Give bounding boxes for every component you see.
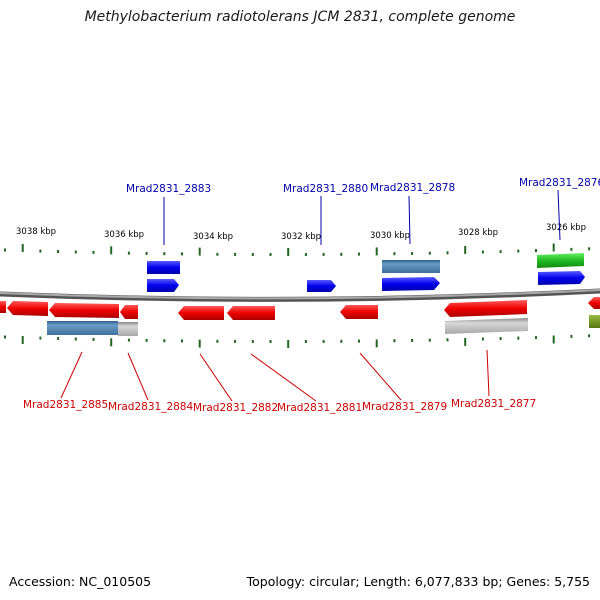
label-leader-line	[359, 352, 402, 401]
genome-backbone-highlight	[0, 289, 600, 300]
gene-feature[interactable]	[0, 301, 6, 313]
scale-label: 3034 kbp	[193, 232, 233, 242]
gene-label-reverse[interactable]: Mrad2831_2882	[193, 402, 278, 414]
gene-label-reverse[interactable]: Mrad2831_2884	[108, 401, 193, 413]
gene-feature[interactable]	[588, 297, 600, 309]
forward-gene-labels: Mrad2831_2883 Mrad2831_2880 Mrad2831_287…	[126, 177, 600, 245]
gene-feature[interactable]	[538, 271, 585, 285]
map-title: Methylobacterium radiotolerans JCM 2831,…	[84, 9, 516, 25]
scale-label: 3026 kbp	[546, 223, 586, 233]
gene-label-forward[interactable]: Mrad2831_2876	[519, 177, 600, 189]
scale-ticks-inner	[4, 334, 591, 348]
label-leader-line	[408, 195, 411, 245]
label-leader-line	[60, 351, 83, 399]
gene-feature[interactable]	[147, 279, 179, 292]
gene-label-reverse[interactable]: Mrad2831_2885	[23, 399, 108, 411]
gene-feature[interactable]	[120, 305, 138, 319]
cds-feature[interactable]	[118, 322, 138, 336]
forward-strand-track	[147, 253, 585, 292]
cds-feature[interactable]	[445, 318, 528, 334]
gene-label-reverse[interactable]: Mrad2831_2881	[277, 402, 362, 414]
label-leader-line	[199, 353, 233, 402]
cds-feature[interactable]	[47, 321, 118, 335]
gene-label-forward[interactable]: Mrad2831_2880	[283, 183, 368, 195]
label-leader-line	[486, 349, 490, 397]
gene-feature[interactable]	[444, 300, 527, 317]
label-leader-line	[250, 353, 317, 402]
scale-labels: 3038 kbp 3036 kbp 3034 kbp 3032 kbp 3030…	[16, 223, 586, 242]
scale-ticks-outer	[4, 243, 591, 256]
reverse-gene-labels: Mrad2831_2885 Mrad2831_2884 Mrad2831_288…	[23, 349, 536, 414]
label-leader-line	[127, 352, 149, 401]
gene-label-forward[interactable]: Mrad2831_2878	[370, 182, 455, 194]
misc-feature[interactable]	[589, 315, 600, 328]
gene-label-reverse[interactable]: Mrad2831_2879	[362, 401, 447, 413]
gene-feature[interactable]	[382, 277, 440, 291]
gene-feature[interactable]	[7, 301, 48, 316]
label-leader-line	[557, 189, 561, 241]
reverse-strand-track	[0, 297, 600, 336]
gene-feature[interactable]	[307, 280, 336, 292]
gene-feature[interactable]	[178, 306, 224, 320]
cds-feature[interactable]	[382, 260, 440, 273]
scale-label: 3030 kbp	[370, 231, 410, 241]
genome-stats-text: Topology: circular; Length: 6,077,833 bp…	[246, 574, 590, 589]
rna-feature[interactable]	[537, 253, 584, 268]
gene-label-forward[interactable]: Mrad2831_2883	[126, 183, 211, 195]
gene-feature[interactable]	[49, 303, 119, 318]
scale-label: 3028 kbp	[458, 228, 498, 238]
accession-text: Accession: NC_010505	[9, 574, 152, 589]
scale-label: 3036 kbp	[104, 230, 144, 240]
scale-label: 3032 kbp	[281, 232, 321, 242]
gene-label-reverse[interactable]: Mrad2831_2877	[451, 398, 536, 410]
gene-feature[interactable]	[340, 305, 378, 319]
gene-feature[interactable]	[227, 306, 275, 320]
scale-label: 3038 kbp	[16, 227, 56, 237]
gene-feature[interactable]	[147, 261, 180, 274]
